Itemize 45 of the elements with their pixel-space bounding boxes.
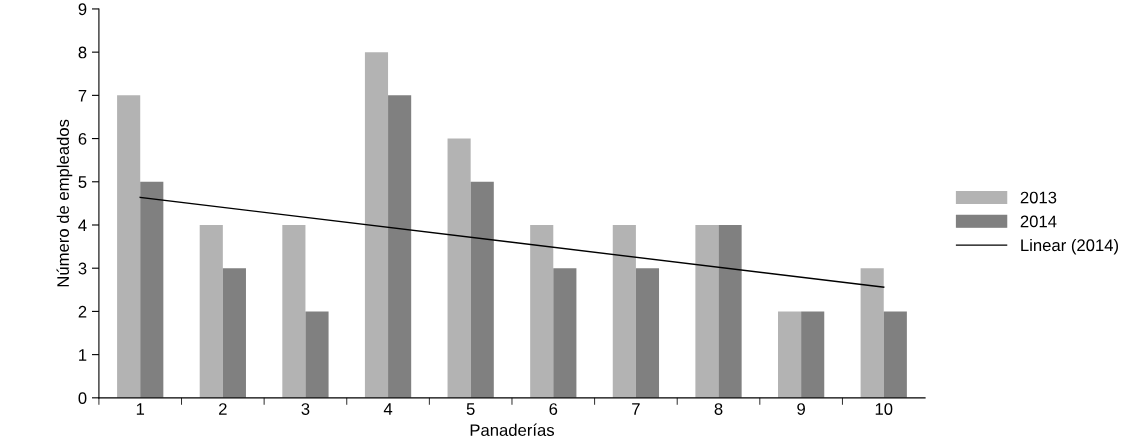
legend-label: Linear (2014)	[1021, 238, 1119, 255]
bar	[778, 311, 802, 398]
x-tick-label: 3	[301, 403, 310, 415]
y-axis-title: Número de empleados	[56, 119, 73, 287]
bar	[140, 181, 164, 398]
bar	[530, 224, 554, 398]
legend-label: 2013	[1020, 191, 1057, 204]
bar	[801, 311, 825, 398]
bar	[718, 224, 742, 398]
y-tick-label: 1	[79, 349, 87, 361]
bar	[635, 268, 660, 398]
x-tick-label: 9	[797, 403, 805, 415]
x-tick-label: 7	[632, 403, 640, 415]
y-tick-label: 7	[78, 89, 87, 102]
y-tick-label: 9	[78, 3, 87, 16]
bar	[222, 268, 246, 398]
y-tick-label: 5	[78, 176, 87, 188]
bar	[117, 95, 141, 398]
y-tick-label: 4	[78, 219, 87, 232]
y-tick-label: 6	[78, 132, 87, 145]
bar	[447, 138, 471, 398]
bar	[199, 224, 223, 398]
y-tick-label: 2	[78, 305, 87, 318]
bar	[282, 224, 306, 398]
bar	[860, 268, 884, 398]
x-axis-title: Panaderías	[470, 423, 555, 437]
x-tick-label: 4	[383, 403, 393, 415]
x-tick-label: 10	[875, 403, 893, 415]
x-tick-label: 2	[219, 403, 227, 415]
bar	[695, 224, 719, 398]
bar	[612, 224, 636, 398]
bar	[470, 181, 494, 398]
y-tick-label: 0	[78, 392, 87, 405]
y-tick-label: 3	[78, 262, 87, 275]
y-tick-label: 8	[78, 46, 87, 59]
bar	[364, 52, 389, 398]
bar	[388, 95, 412, 398]
x-tick-label: 8	[714, 403, 723, 415]
x-tick-label: 5	[466, 403, 475, 415]
bar	[883, 311, 907, 398]
bar	[553, 268, 577, 398]
bar	[305, 311, 329, 398]
x-tick-label: 1	[136, 403, 145, 415]
legend-label: 2014	[1020, 215, 1057, 228]
x-tick-label: 6	[549, 403, 558, 415]
